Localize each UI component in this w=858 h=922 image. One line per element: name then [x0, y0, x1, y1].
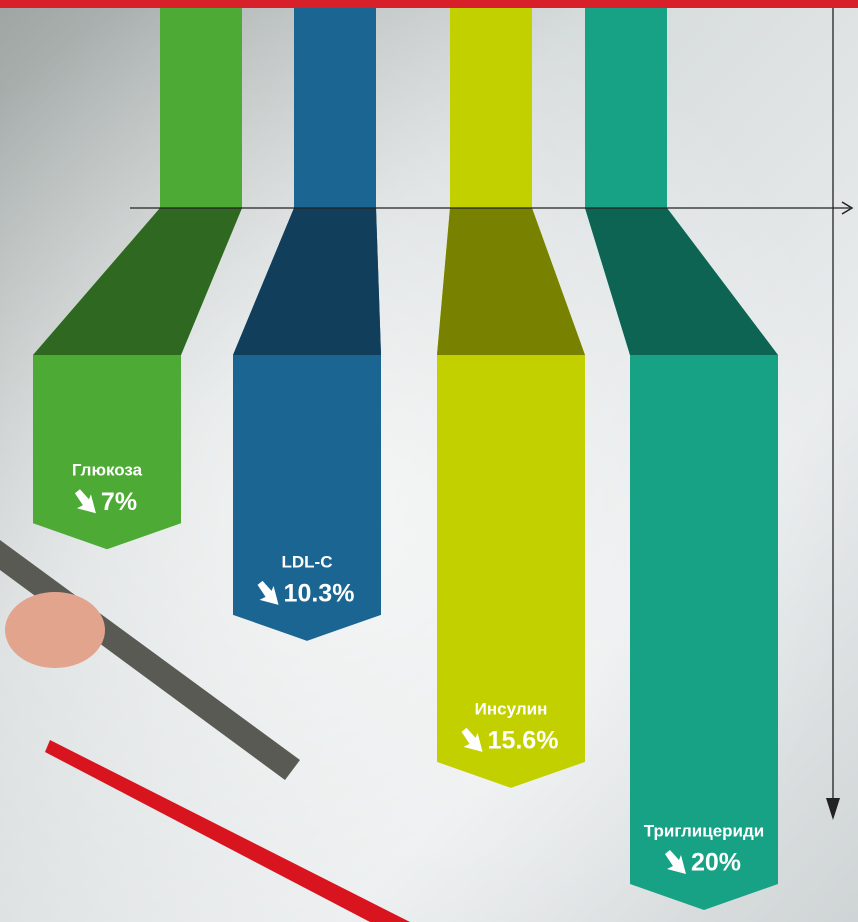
ribbon-fold — [437, 208, 585, 355]
value-label: 20% — [691, 849, 741, 877]
top-band — [0, 0, 858, 8]
down-arrow-icon — [461, 727, 483, 752]
down-arrow-icon — [74, 489, 96, 514]
ribbon-fold — [33, 208, 242, 355]
ribbons: Глюкоза 7% LDL-C 10.3% Инсулин 15.6% Триглицер… — [33, 8, 778, 910]
axes — [130, 8, 854, 820]
value-label: 15.6% — [488, 727, 559, 755]
category-label: Триглицериди — [644, 821, 764, 840]
axis-arrow — [841, 201, 854, 215]
category-label: Глюкоза — [72, 461, 143, 480]
value-label: 10.3% — [284, 579, 355, 607]
ribbon-fold — [233, 208, 381, 355]
down-arrow-icon — [664, 850, 686, 874]
ribbon — [437, 8, 585, 788]
value-label: 7% — [101, 488, 137, 516]
axis-arrow — [826, 798, 840, 820]
paddle — [0, 540, 410, 922]
category-label: Инсулин — [475, 699, 548, 718]
category-label: LDL-C — [282, 552, 333, 571]
ribbon-fold — [585, 208, 778, 355]
down-arrow-icon — [257, 580, 279, 605]
